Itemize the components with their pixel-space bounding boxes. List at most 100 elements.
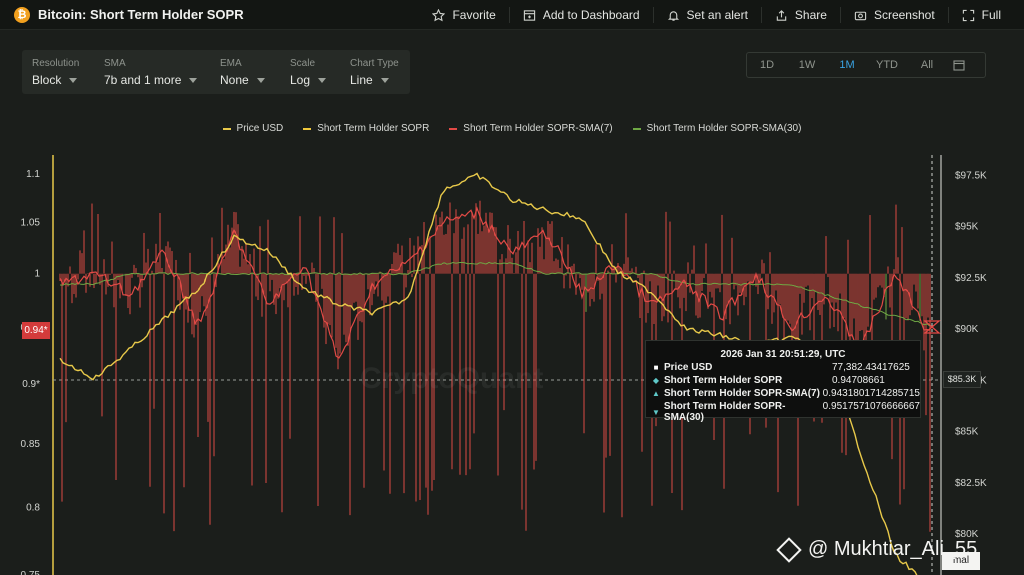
range-ytd-button[interactable]: YTD [876,59,898,71]
share-icon [776,9,787,21]
y-tick-label-left: 1 [34,269,40,280]
dashboard-icon [523,9,535,21]
chart-type-value: Line [350,73,373,87]
fullscreen-button[interactable]: Full [947,7,1014,23]
range-all-button[interactable]: All [920,59,934,71]
bitcoin-icon: ₿ [14,6,30,23]
bell-icon [667,10,679,21]
current-price-badge-right: $85.3K [943,371,981,388]
tooltip-value: 0.9431801714285715 [822,388,920,399]
scale-select[interactable]: Scale Log [280,50,340,94]
tooltip-value: 77,382.43417625 [832,362,910,373]
screenshot-button[interactable]: Screenshot [839,7,948,23]
resolution-value: Block [32,73,62,87]
set-alert-button[interactable]: Set an alert [652,7,761,23]
credit-text: @ Mukhtiar_Ali_55 [808,538,978,560]
series-line-sma7 [59,206,931,359]
y-tick-label-right: $82.5K [955,478,987,489]
header-actions: Favorite Add to Dashboard Set an alert S… [419,0,1014,30]
screenshot-label: Screenshot [873,8,935,22]
triangle-up-icon: ▲ [652,389,660,398]
y-tick-label-left: 0.85 [21,439,41,450]
axis-badge-bottom: mal [942,552,980,570]
series-line-price [59,172,918,575]
range-1m-button[interactable]: 1M [839,59,855,71]
resolution-select[interactable]: Resolution Block [22,50,94,94]
y-tick-label-right: $85K [955,427,979,438]
chart-legend: Price USD Short Term Holder SOPR Short T… [0,123,1024,134]
favorite-button[interactable]: Favorite [419,7,508,23]
y-tick-label-right: $95K [955,222,979,233]
y-tick-label-right: $92.5K [955,273,987,284]
author-credit: @ Mukhtiar_Ali_55 [776,536,978,563]
legend-item-price[interactable]: Price USD [222,123,284,134]
legend-swatch [303,127,312,130]
tooltip-value: 0.9517571076666667 [822,401,920,412]
chevron-down-icon [256,77,265,83]
chevron-down-icon [69,77,78,83]
binance-diamond-icon [776,536,802,563]
share-label: Share [794,8,827,22]
y-tick-label-right: $97.5K [955,170,987,181]
series-line-sma30 [59,261,931,327]
camera-icon [854,11,867,20]
diamond-icon: ◆ [652,376,660,385]
chevron-down-icon [189,77,198,83]
tooltip-row: ▲ Short Term Holder SOPR-SMA(7) 0.9431801… [646,388,920,399]
fullscreen-icon [962,9,974,21]
legend-item-sma30[interactable]: Short Term Holder SOPR-SMA(30) [632,123,802,134]
scale-label: Scale [290,58,316,69]
range-1w-button[interactable]: 1W [798,59,816,71]
y-tick-label-right: $90K [955,324,979,335]
scale-value: Log [290,73,311,87]
y-tick-label-left: 0.8 [26,502,40,513]
current-value-badge-left: 0.94* [22,322,50,339]
range-1d-button[interactable]: 1D [759,59,775,71]
crosshair-marker [923,320,941,334]
ema-select[interactable]: EMA None [210,50,280,94]
sma-label: SMA [104,58,126,69]
tooltip-series-name: Short Term Holder SOPR [664,375,783,386]
tooltip-series-name: Short Term Holder SOPR-SMA(30) [663,401,786,423]
page-title: Bitcoin: Short Term Holder SOPR [38,7,244,22]
tooltip-series-name: Short Term Holder SOPR-SMA(7) [664,388,820,399]
chart-type-label: Chart Type [350,58,399,69]
y-tick-label-right: $80K [955,529,979,540]
legend-label: Short Term Holder SOPR [317,123,430,134]
legend-item-sopr[interactable]: Short Term Holder SOPR [303,123,429,134]
y-tick-label-left: 1.1 [26,169,40,180]
y-tick-label-left: 0.75 [21,570,41,575]
sma-select[interactable]: SMA 7b and 1 more [94,50,210,94]
watermark: CryptoQuant [360,362,544,395]
top-bar: ₿ Bitcoin: Short Term Holder SOPR Favori… [0,0,1024,30]
add-to-dashboard-button[interactable]: Add to Dashboard [508,7,653,23]
add-to-dashboard-label: Add to Dashboard [542,8,640,22]
legend-item-sma7[interactable]: Short Term Holder SOPR-SMA(7) [449,123,613,134]
ema-label: EMA [220,58,242,69]
calendar-icon[interactable] [953,59,965,71]
legend-swatch [632,127,641,130]
tooltip-row: ■ Price USD 77,382.43417625 [646,362,920,373]
chart-settings-panel: Resolution Block SMA 7b and 1 more EMA N… [22,50,410,94]
legend-swatch [449,127,458,130]
tooltip-series-name: Price USD [664,362,713,373]
y-tick-label-left: 1.05 [21,218,41,229]
star-icon [432,8,446,21]
resolution-label: Resolution [32,58,80,69]
legend-label: Price USD [236,123,284,134]
legend-label: Short Term Holder SOPR-SMA(30) [646,123,802,134]
tooltip-value: 0.94708661 [832,375,885,386]
triangle-down-icon: ▼ [652,407,660,417]
favorite-label: Favorite [452,8,496,22]
chevron-down-icon [380,77,389,83]
set-alert-label: Set an alert [686,8,748,22]
y-tick-label-left: 0.9* [22,379,40,390]
chart-type-select[interactable]: Chart Type Line [340,50,410,94]
ema-value: None [220,73,249,87]
legend-label: Short Term Holder SOPR-SMA(7) [463,123,613,134]
sma-value: 7b and 1 more [104,73,182,87]
fullscreen-label: Full [981,8,1001,22]
tooltip-timestamp: 2026 Jan 31 20:51:29, UTC [720,349,846,360]
share-button[interactable]: Share [760,7,840,23]
tooltip-row: ▼ Short Term Holder SOPR-SMA(30) 0.951757… [646,401,920,423]
